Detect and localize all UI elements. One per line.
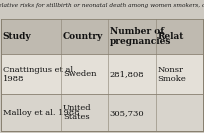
Text: Cnattingius et al.
1988: Cnattingius et al. 1988 [3, 66, 75, 83]
Bar [1, 94, 203, 131]
Text: 305,730: 305,730 [110, 109, 144, 117]
Text: Study: Study [3, 32, 31, 41]
Bar [1, 54, 203, 94]
Text: Sweden: Sweden [63, 70, 96, 78]
Bar [1, 19, 203, 131]
Text: Table 3.39. Relative risks for stillbirth or neonatal death among women smokers,: Table 3.39. Relative risks for stillbirt… [0, 3, 204, 8]
Text: Malloy et al. 1988: Malloy et al. 1988 [3, 109, 79, 117]
Text: Nonsr
Smoke: Nonsr Smoke [158, 66, 186, 83]
Text: 281,808: 281,808 [110, 70, 144, 78]
Text: United
States: United States [63, 104, 91, 121]
Bar [1, 19, 203, 54]
Text: Number of
pregnancies: Number of pregnancies [110, 27, 171, 46]
Text: Country: Country [63, 32, 103, 41]
Text: Relat: Relat [158, 32, 184, 41]
